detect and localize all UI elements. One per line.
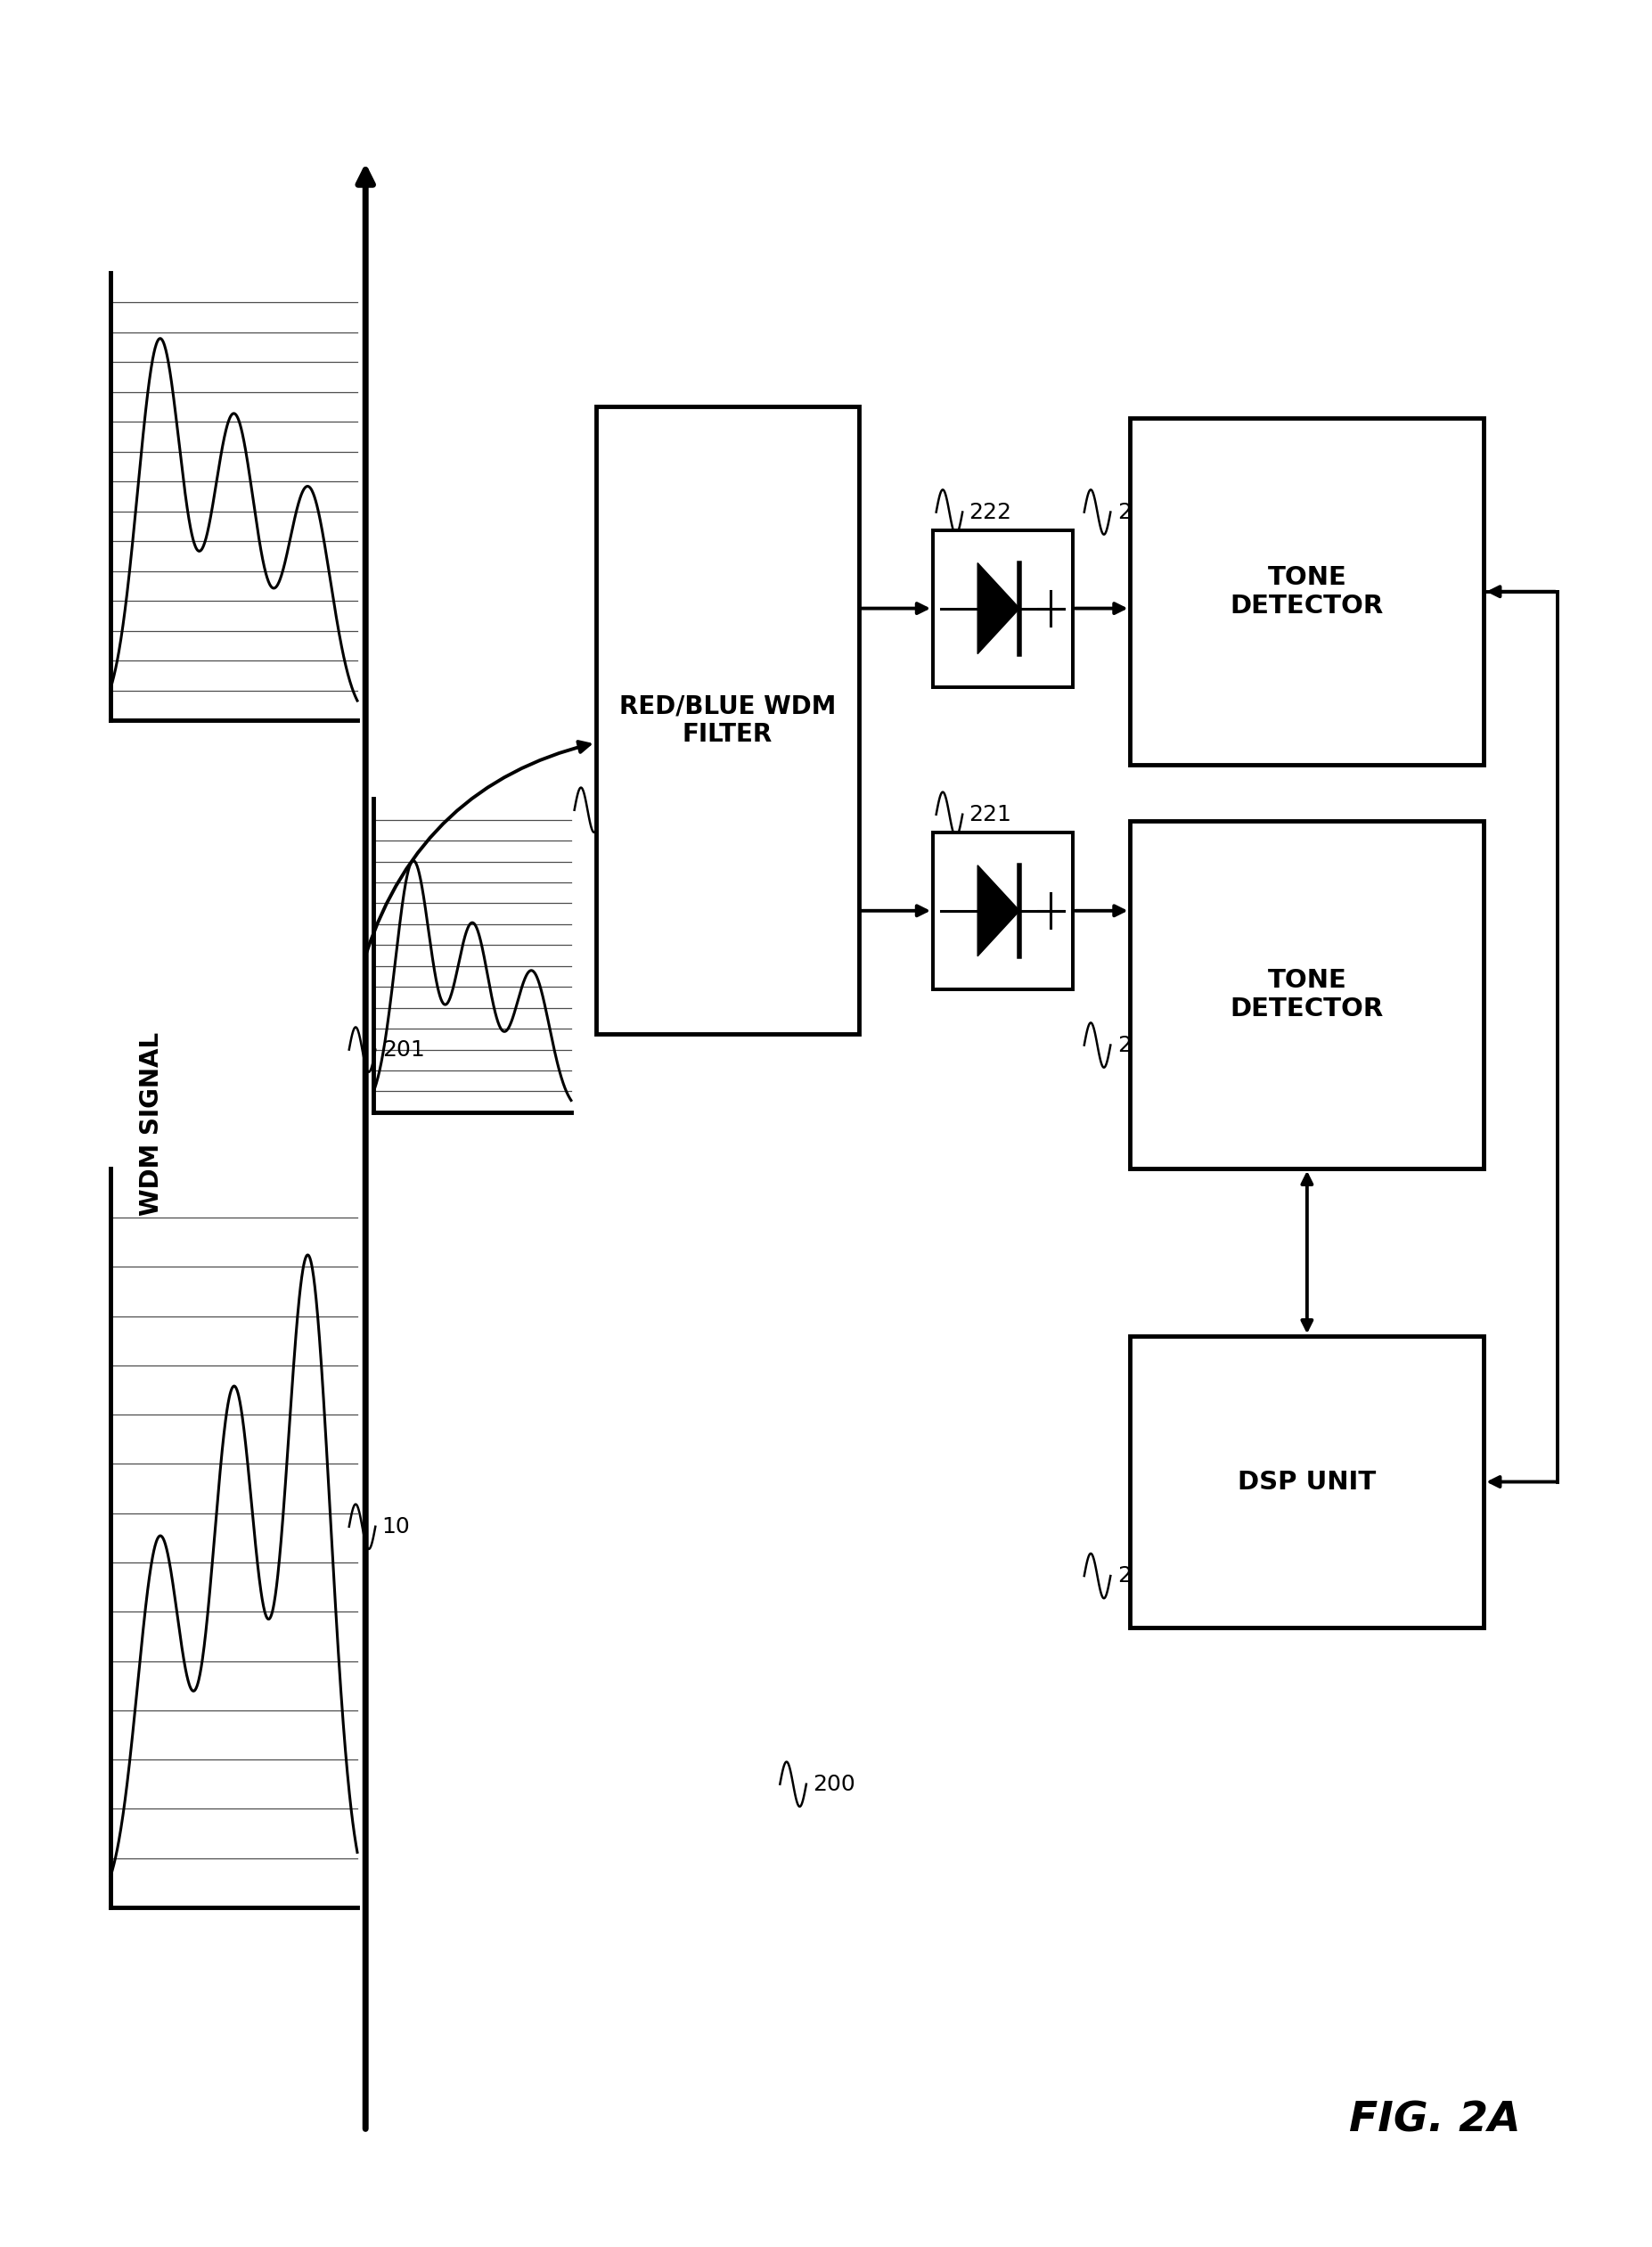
Text: 221: 221	[970, 804, 1011, 825]
Bar	[933, 530, 1072, 688]
Text: RED/BLUE WDM
FILTER: RED/BLUE WDM FILTER	[620, 694, 836, 748]
Text: 201: 201	[382, 1038, 425, 1061]
Text: 10: 10	[382, 1517, 410, 1537]
Bar	[1130, 820, 1483, 1168]
Polygon shape	[978, 564, 1019, 654]
Text: TONE
DETECTOR: TONE DETECTOR	[1231, 968, 1384, 1022]
Text: 220: 220	[608, 800, 649, 820]
Text: 222: 222	[970, 501, 1011, 524]
Text: DSP UNIT: DSP UNIT	[1237, 1470, 1376, 1494]
Text: WDM SIGNAL: WDM SIGNAL	[139, 1031, 164, 1216]
Text: 224: 224	[1117, 501, 1160, 524]
Bar	[1130, 418, 1483, 766]
Bar	[933, 831, 1072, 989]
Text: FIG. 2A: FIG. 2A	[1348, 2101, 1520, 2139]
Text: 210: 210	[1117, 1566, 1160, 1586]
Text: 200: 200	[813, 1773, 856, 1795]
Text: TONE
DETECTOR: TONE DETECTOR	[1231, 564, 1384, 618]
Bar	[1130, 1337, 1483, 1627]
Polygon shape	[978, 865, 1019, 957]
Bar	[596, 407, 859, 1034]
FancyArrowPatch shape	[367, 742, 590, 953]
Text: 223: 223	[1117, 1034, 1160, 1056]
